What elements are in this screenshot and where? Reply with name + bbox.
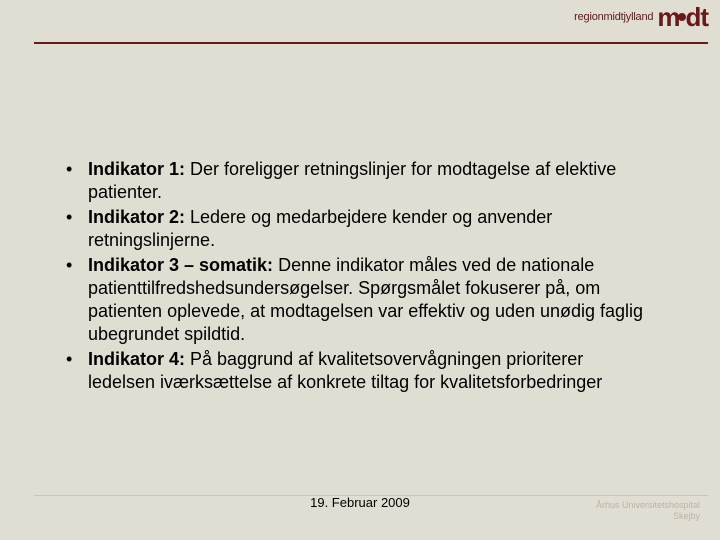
footer-line-2: Skejby [596,511,700,522]
indicator-label: Indikator 2: [88,207,185,227]
list-item: Indikator 1: Der foreligger retningslinj… [60,158,650,204]
footer-line-1: Århus Universitetshospital [596,500,700,511]
logo-dot-icon [678,13,686,21]
header-rule [34,42,708,44]
list-item: Indikator 2: Ledere og medarbejdere kend… [60,206,650,252]
footer-affiliation: Århus Universitetshospital Skejby [596,500,700,522]
indicator-list: Indikator 1: Der foreligger retningslinj… [60,158,650,394]
logo-wordmark: mdt [657,4,708,30]
header: regionmidtjylland mdt [34,0,708,42]
logo: regionmidtjylland mdt [574,4,708,30]
list-item: Indikator 4: På baggrund af kvalitetsove… [60,348,650,394]
slide-content: Indikator 1: Der foreligger retningslinj… [60,158,650,396]
region-label: regionmidtjylland [574,11,653,23]
indicator-label: Indikator 1: [88,159,185,179]
indicator-label: Indikator 3 – somatik: [88,255,273,275]
list-item: Indikator 3 – somatik: Denne indikator m… [60,254,650,346]
indicator-label: Indikator 4: [88,349,185,369]
